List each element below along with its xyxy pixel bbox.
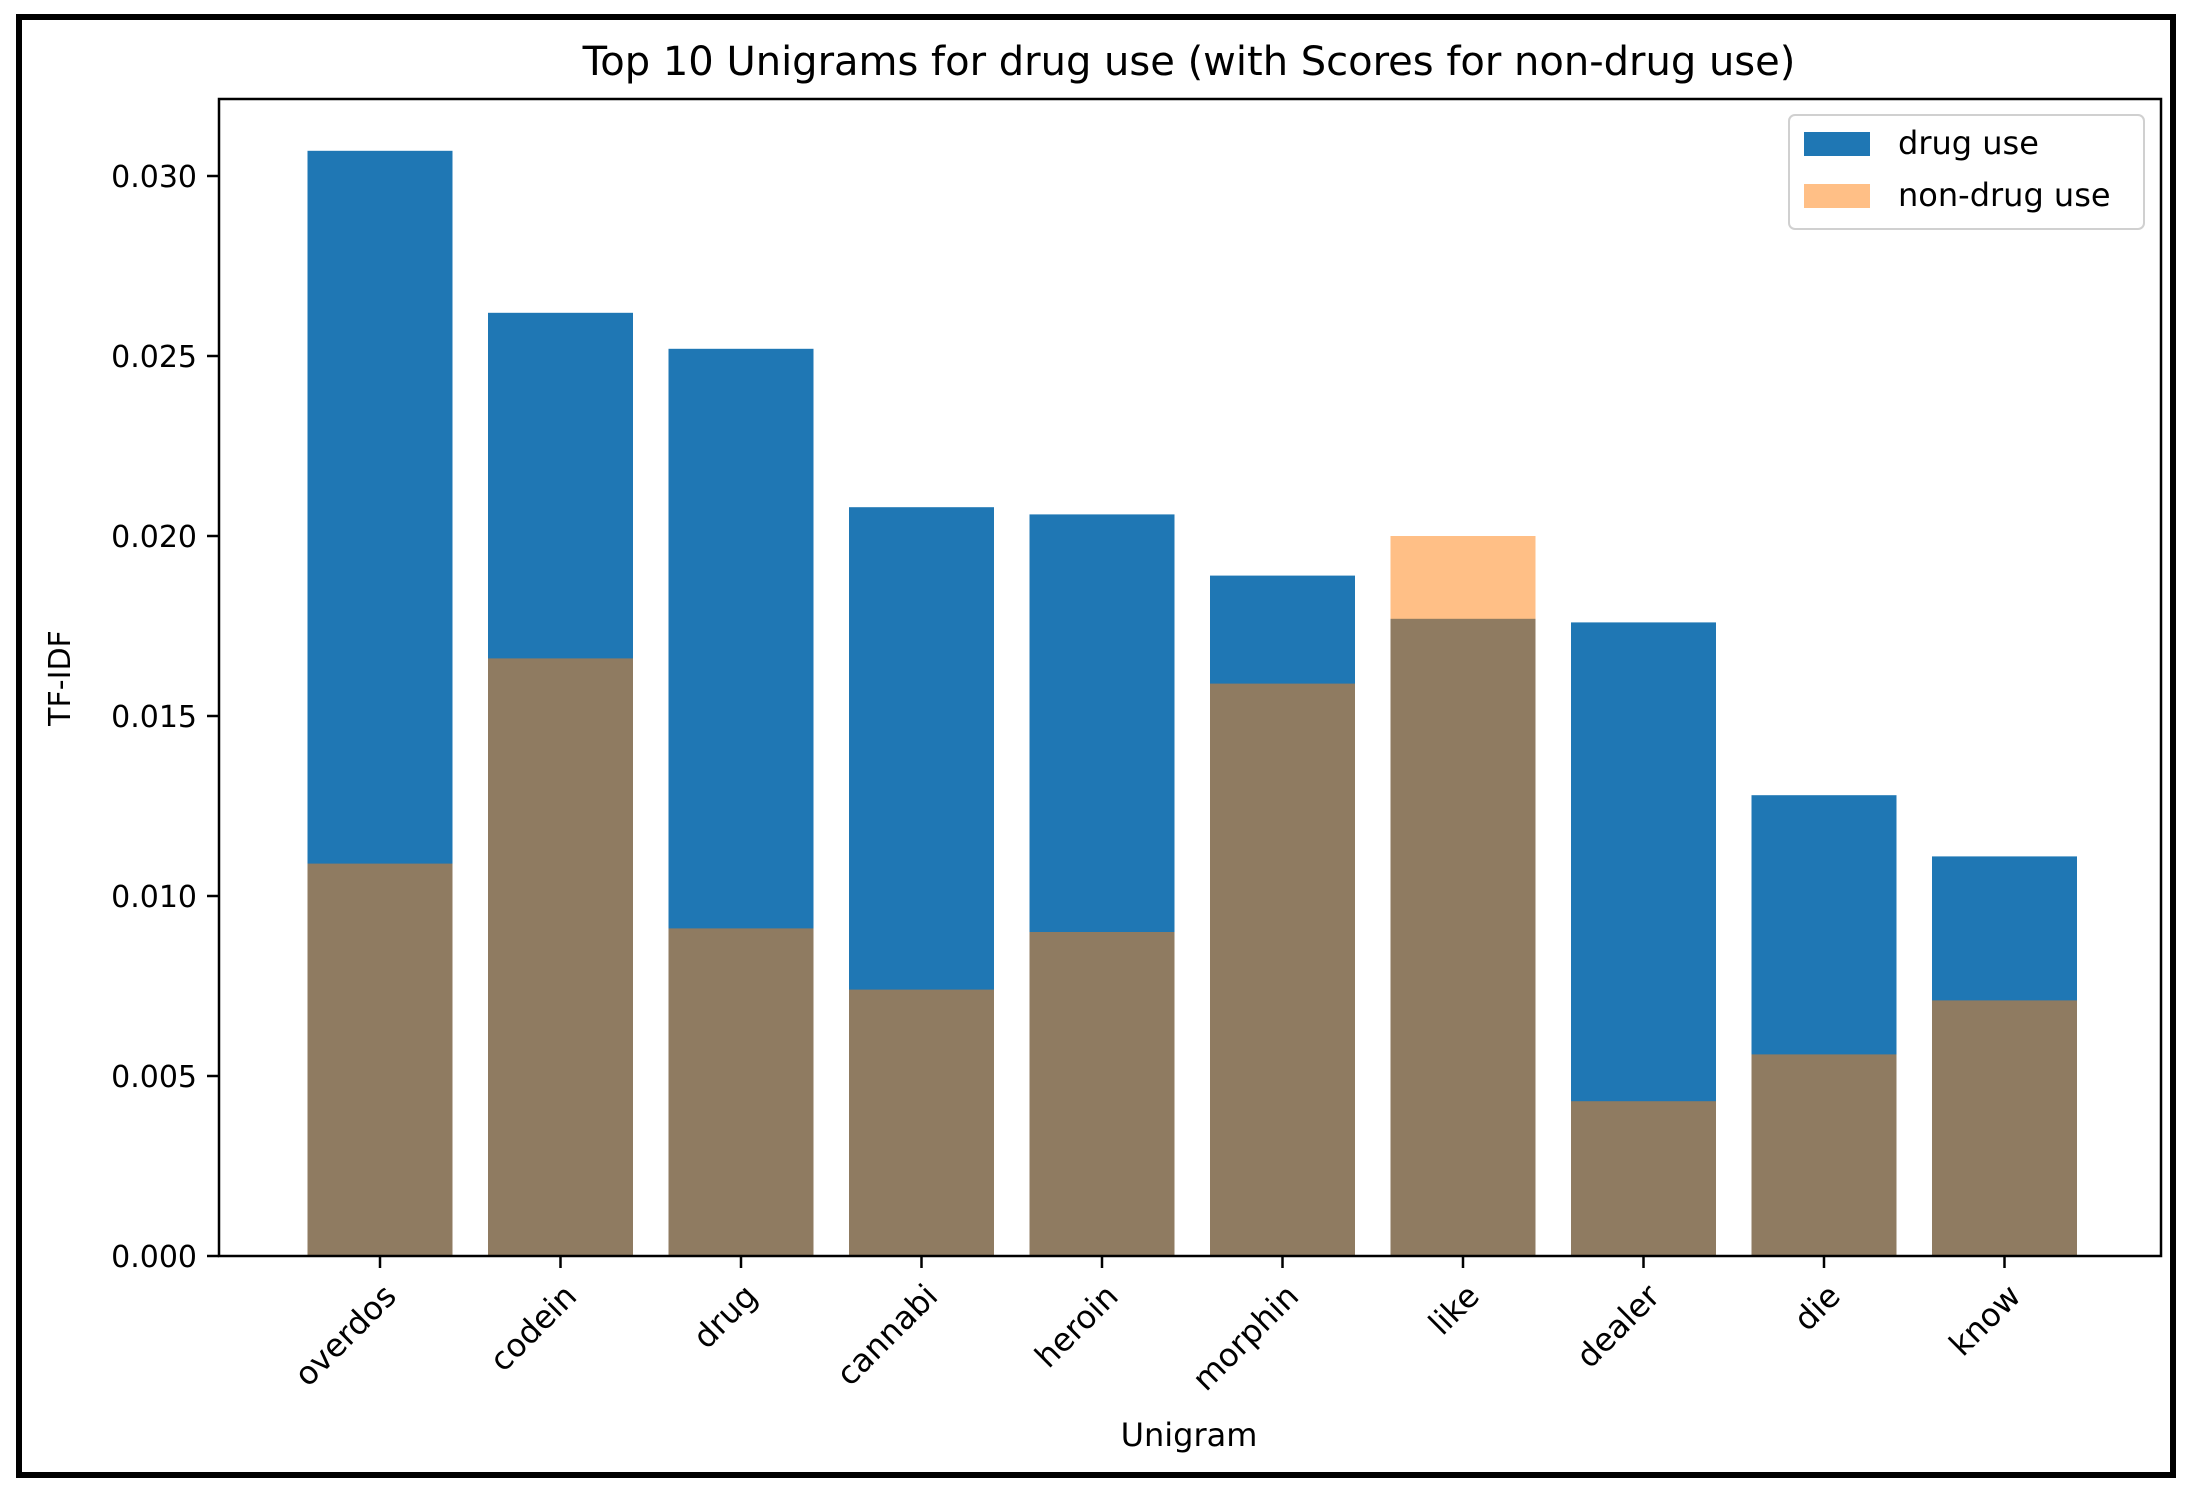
bar-non-drug-use-dealer — [1571, 1101, 1716, 1256]
x-axis: overdos codein drug cannabi heroin morphin lik… — [287, 1256, 2028, 1398]
bar-non-drug-use-die — [1751, 1054, 1897, 1256]
legend: drug use non-drug use — [1788, 114, 2145, 230]
legend-label: drug use — [1898, 124, 2039, 162]
x-tick-label: cannabi — [829, 1277, 945, 1393]
plot-area-border — [217, 97, 2163, 1258]
x-tick-label: overdos — [287, 1277, 404, 1394]
y-tick-label: 0.020 — [111, 520, 197, 555]
bar-non-drug-use-overdos — [307, 863, 453, 1256]
x-tick-label: like — [1421, 1277, 1487, 1343]
x-tick-label: morphin — [1185, 1277, 1306, 1398]
x-tick-label: dealer — [1569, 1276, 1668, 1375]
y-axis: 0.000 0.005 0.010 0.015 0.020 0.025 0.030 — [111, 160, 219, 1275]
bar-non-drug-use-know — [1932, 1000, 2077, 1256]
x-tick-label: heroin — [1027, 1277, 1125, 1375]
y-tick-label: 0.025 — [111, 340, 197, 375]
bar-non-drug-use-heroin — [1029, 932, 1175, 1256]
y-axis-label: TF-IDF — [43, 630, 78, 727]
y-tick-label: 0.030 — [111, 160, 197, 195]
legend-swatch-non-drug-use — [1804, 184, 1870, 208]
bar-non-drug-use-drug — [668, 928, 814, 1256]
legend-label: non-drug use — [1898, 176, 2111, 214]
y-tick-label: 0.015 — [111, 700, 197, 735]
x-axis-label: Unigram — [1121, 1416, 1258, 1454]
y-tick-label: 0.000 — [111, 1240, 197, 1275]
x-tick-label: drug — [685, 1277, 764, 1356]
bars-group — [307, 150, 2077, 1256]
bar-non-drug-use-cannabi — [849, 989, 994, 1256]
legend-box — [1788, 114, 2145, 230]
x-tick-label: know — [1941, 1277, 2028, 1364]
bar-non-drug-use-morphin — [1210, 683, 1355, 1256]
bar-non-drug-use-codein — [488, 658, 633, 1256]
bar-non-drug-use-like — [1390, 536, 1536, 1256]
y-tick-label: 0.005 — [111, 1060, 197, 1095]
legend-swatch-drug-use — [1804, 132, 1870, 156]
x-tick-label: codein — [482, 1277, 584, 1379]
x-tick-label: die — [1786, 1277, 1847, 1338]
chart-title: Top 10 Unigrams for drug use (with Score… — [582, 39, 1796, 85]
y-tick-label: 0.010 — [111, 880, 197, 915]
